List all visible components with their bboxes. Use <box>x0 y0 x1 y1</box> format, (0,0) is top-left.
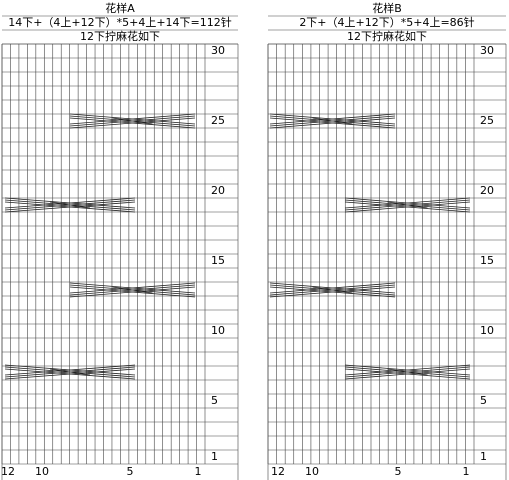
cable-stroke <box>69 117 196 129</box>
cable-stroke <box>387 201 428 209</box>
row-label: 1 <box>480 450 487 463</box>
row-label: 10 <box>211 324 225 337</box>
cable-stroke <box>4 364 136 376</box>
row-label: 30 <box>211 44 225 57</box>
cable-stroke <box>312 286 353 294</box>
row-label: 20 <box>211 184 225 197</box>
cable-stroke <box>69 286 196 298</box>
row-label: 15 <box>480 254 494 267</box>
cable-stroke <box>4 201 136 213</box>
cable-stroke <box>269 117 396 129</box>
cable-stroke <box>49 201 91 209</box>
cable-stroke <box>269 113 396 125</box>
column-label: 12 <box>271 465 285 478</box>
row-label: 1 <box>211 450 218 463</box>
cable-stroke <box>344 201 471 213</box>
row-label: 25 <box>480 114 494 127</box>
note: 12下拧麻花如下 <box>80 29 160 43</box>
column-label: 1 <box>463 465 470 478</box>
column-label: 5 <box>127 465 134 478</box>
cable-stroke <box>344 368 471 380</box>
cable-stroke <box>387 368 428 376</box>
cable-stroke <box>69 113 196 125</box>
cable-stroke <box>269 282 396 294</box>
panel-title: 花样B <box>372 1 402 15</box>
row-label: 20 <box>480 184 494 197</box>
note: 12下拧麻花如下 <box>347 29 427 43</box>
row-label: 30 <box>480 44 494 57</box>
formula: 14下+（4上+12下）*5+4上+14下=112针 <box>8 15 232 29</box>
cable-stroke <box>49 368 91 376</box>
column-label: 10 <box>35 465 49 478</box>
cable-stroke <box>269 286 396 298</box>
column-label: 12 <box>1 465 15 478</box>
row-label: 10 <box>480 324 494 337</box>
cable-stroke <box>312 117 353 125</box>
cable-stroke <box>112 117 153 125</box>
cable-stroke <box>4 368 136 380</box>
cable-stroke <box>4 197 136 209</box>
cable-stroke <box>344 364 471 376</box>
cable-stroke <box>112 286 153 294</box>
row-label: 5 <box>480 394 487 407</box>
formula: 2下+（4上+12下）*5+4上=86针 <box>299 15 474 29</box>
panel-title: 花样A <box>105 1 135 15</box>
column-label: 5 <box>395 465 402 478</box>
column-label: 10 <box>305 465 319 478</box>
column-label: 1 <box>195 465 202 478</box>
row-label: 15 <box>211 254 225 267</box>
cable-stroke <box>69 282 196 294</box>
cable-stroke <box>344 197 471 209</box>
row-label: 25 <box>211 114 225 127</box>
row-label: 5 <box>211 394 218 407</box>
